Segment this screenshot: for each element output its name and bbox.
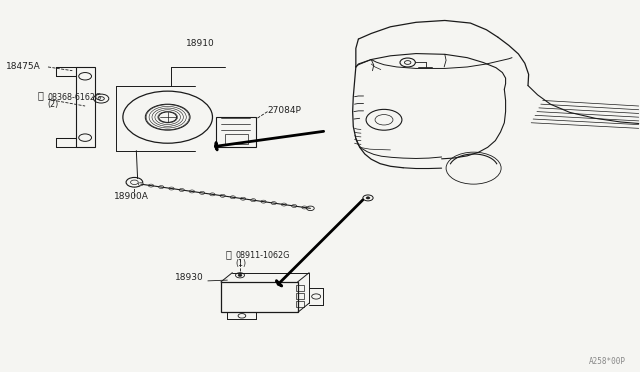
Circle shape (189, 190, 195, 193)
Circle shape (282, 203, 287, 206)
Text: 27084P: 27084P (268, 106, 301, 115)
Circle shape (159, 186, 164, 189)
Circle shape (179, 189, 184, 192)
Text: 08911-1062G: 08911-1062G (236, 251, 290, 260)
Text: 18475A: 18475A (6, 62, 41, 71)
Text: 18930: 18930 (175, 273, 204, 282)
Text: A258*00P: A258*00P (589, 357, 626, 366)
Text: (2): (2) (47, 100, 59, 109)
Circle shape (241, 197, 246, 200)
Circle shape (271, 202, 276, 205)
Text: 18900A: 18900A (114, 192, 148, 201)
Circle shape (148, 184, 154, 187)
Circle shape (220, 194, 225, 197)
Circle shape (251, 199, 256, 202)
Circle shape (200, 192, 205, 195)
Text: Ⓝ: Ⓝ (225, 248, 231, 259)
Circle shape (238, 274, 242, 276)
Circle shape (210, 193, 215, 196)
Circle shape (261, 200, 266, 203)
Circle shape (366, 197, 370, 199)
Text: Ⓢ: Ⓢ (37, 90, 43, 100)
Circle shape (230, 196, 236, 199)
Text: 18910: 18910 (186, 39, 214, 48)
Circle shape (292, 205, 297, 208)
Text: (1): (1) (236, 259, 246, 267)
Text: 08368-6162G: 08368-6162G (47, 93, 102, 102)
Circle shape (169, 187, 174, 190)
Circle shape (138, 183, 143, 186)
Circle shape (302, 206, 307, 209)
